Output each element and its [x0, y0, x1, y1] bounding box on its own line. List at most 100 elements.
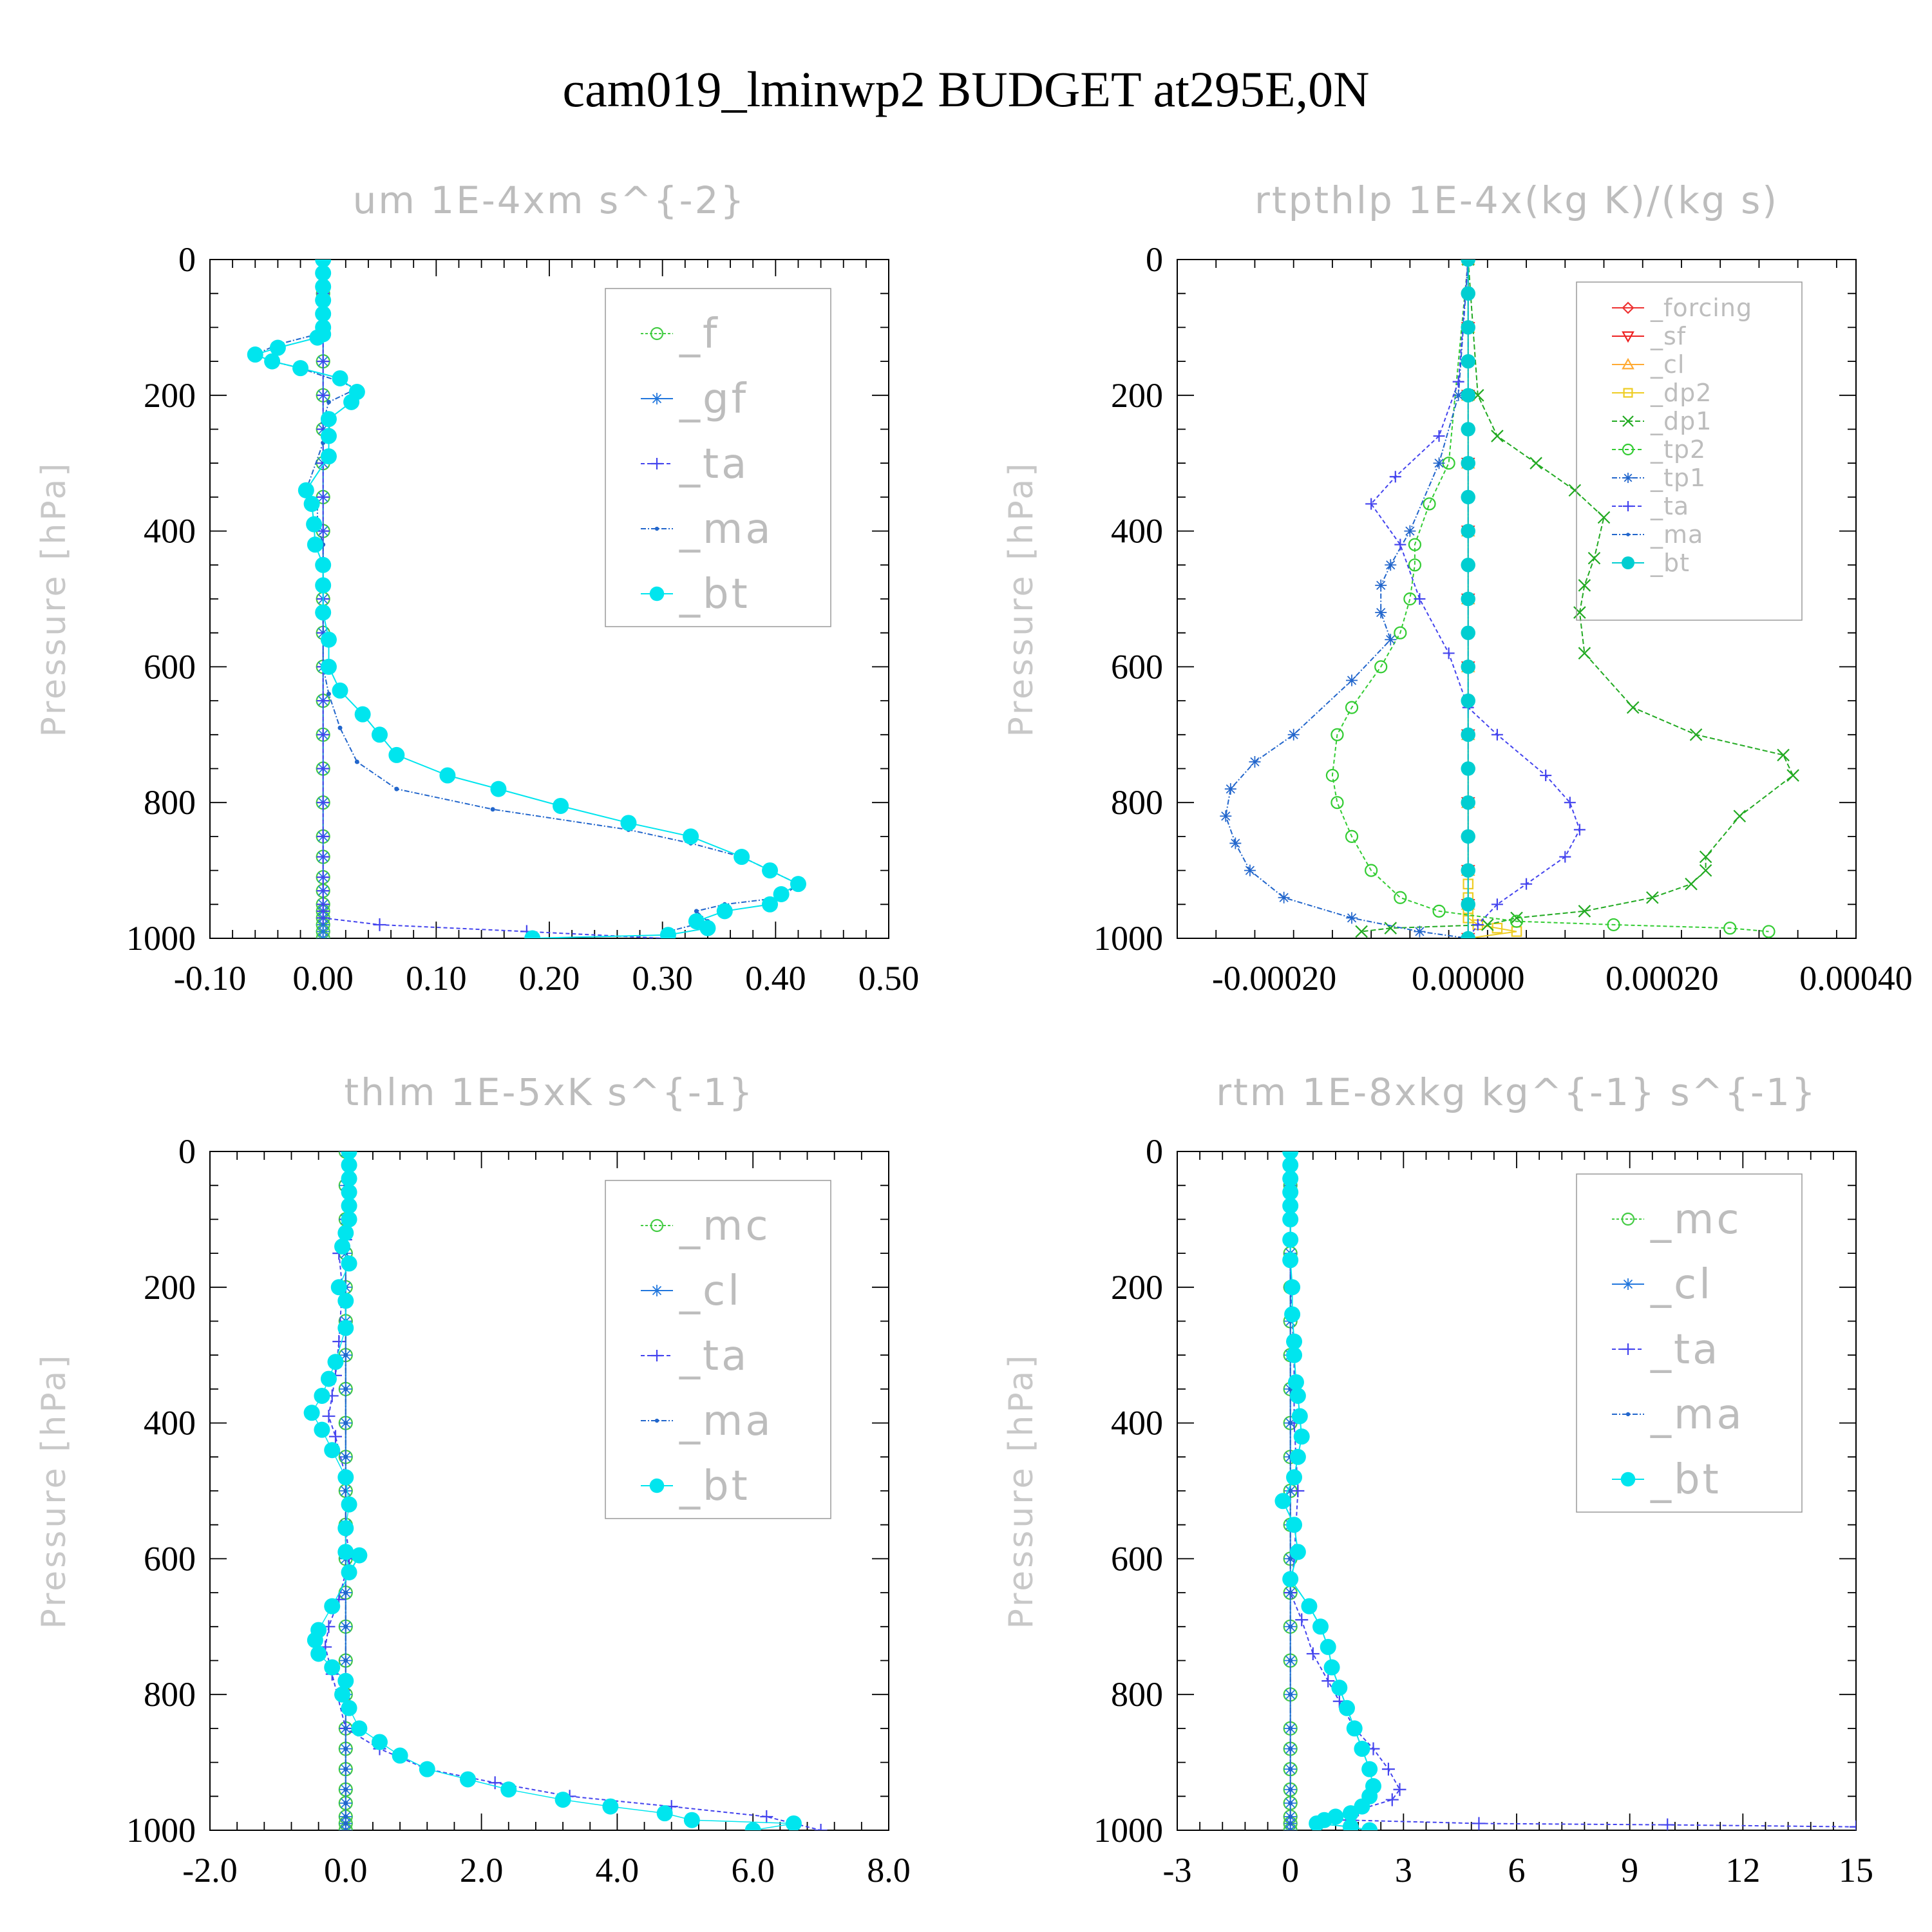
legend-marker [1622, 1278, 1634, 1290]
legend-marker [654, 526, 659, 531]
data-point [1384, 922, 1397, 934]
data-point [310, 1645, 327, 1662]
legend-label: _ma [679, 506, 773, 553]
series-bt [303, 1151, 802, 1830]
data-point [1306, 1647, 1320, 1660]
data-point [1461, 625, 1475, 640]
data-point [814, 1824, 828, 1830]
legend-marker [1622, 443, 1634, 456]
data-point [490, 781, 507, 797]
data-point [343, 1787, 348, 1792]
data-point [694, 909, 699, 914]
chart-panel-3: thlm 1E-5xK s^{-1} Pressure [hPa] 0 200 400 6… [35, 1070, 911, 1889]
data-point [1339, 1700, 1355, 1716]
x-tick-label: 0.00 [292, 959, 354, 998]
data-point [303, 495, 320, 512]
data-point [392, 1747, 408, 1764]
data-point [343, 1747, 348, 1752]
data-point [1288, 1814, 1293, 1819]
data-point [327, 1354, 344, 1370]
data-point [1510, 911, 1523, 925]
data-point [1491, 898, 1503, 911]
chart-title: thlm 1E-5xK s^{-1} [344, 1070, 754, 1114]
data-point [1723, 922, 1737, 935]
legend-box [605, 1180, 831, 1519]
data-point [337, 1469, 354, 1486]
data-point [1443, 647, 1455, 659]
data-point [394, 786, 399, 791]
data-point [322, 1410, 336, 1423]
series-layer [303, 1151, 828, 1830]
data-point [343, 1801, 348, 1806]
x-tick-label: -3 [1163, 1851, 1192, 1889]
data-point [1249, 755, 1261, 768]
data-point [1286, 1347, 1303, 1363]
data-point [354, 706, 371, 723]
data-point [341, 1157, 357, 1173]
chart-panel-2: rtpthlp 1E-4x(kg K)/(kg s) Pressure [hPa]… [1002, 178, 1913, 998]
data-point [332, 370, 348, 386]
data-point [351, 1720, 368, 1737]
data-point [1288, 1658, 1293, 1663]
data-point [341, 1170, 357, 1187]
data-point [1288, 1766, 1293, 1772]
y-tick-label: 800 [144, 783, 196, 822]
data-point [1309, 1815, 1325, 1830]
y-axis-label: Pressure [hPa] [1002, 461, 1041, 737]
legend-marker [649, 586, 665, 601]
data-point [1481, 918, 1494, 931]
data-point [1282, 1197, 1299, 1214]
data-point [1530, 457, 1542, 469]
data-point [1220, 810, 1232, 822]
data-point [1346, 674, 1358, 687]
data-point [1331, 1680, 1348, 1696]
data-point [1461, 795, 1475, 810]
data-point [1301, 1598, 1318, 1615]
data-point [1286, 1517, 1303, 1533]
data-point [351, 1547, 368, 1564]
data-point [1284, 1306, 1301, 1323]
data-point [343, 1828, 348, 1830]
data-point [341, 1211, 357, 1227]
y-tick-label: 1000 [126, 919, 196, 958]
data-point [1786, 769, 1799, 782]
data-point [1492, 922, 1503, 934]
data-point [316, 355, 330, 368]
panels: um 1E-4xm s^{-2}Pressure [hPa]0200400600… [35, 178, 1913, 1889]
legend-marker [1622, 415, 1634, 427]
data-point [315, 604, 332, 621]
data-point [439, 767, 456, 784]
data-point [1461, 524, 1475, 538]
data-point [1288, 1488, 1293, 1493]
legend-marker [1622, 357, 1634, 370]
data-point [341, 1700, 357, 1716]
legend-label: _gf [679, 375, 748, 423]
legend: _mc _cl _ta _ma _bt [1576, 1173, 1803, 1513]
series-bt [247, 260, 806, 938]
data-point [316, 728, 330, 741]
y-tick-label: 200 [144, 376, 196, 415]
data-point [790, 876, 806, 893]
data-point [762, 862, 779, 879]
data-point [659, 927, 676, 938]
series-line [1331, 260, 1769, 933]
data-point [488, 1776, 502, 1790]
data-point [1284, 1279, 1301, 1296]
legend-marker [651, 458, 663, 469]
data-point [1510, 914, 1524, 928]
data-point [320, 411, 337, 428]
data-point [524, 930, 541, 938]
x-tick-label: 0.00000 [1412, 959, 1525, 998]
data-point [337, 725, 343, 730]
data-point [1461, 659, 1475, 674]
legend: _mc _cl _ta _ma _bt [605, 1180, 831, 1519]
data-point [1295, 1613, 1309, 1627]
data-point [1288, 1624, 1293, 1629]
data-point [1325, 768, 1340, 782]
data-point [354, 759, 359, 764]
x-tick-label: 0.00020 [1605, 959, 1719, 998]
data-point [326, 399, 331, 404]
legend: _forcing_sf_cl_dp2_dp1_tp2_tp1_ta_ma_bt [1576, 281, 1803, 621]
series-layer [247, 260, 806, 938]
data-point [1312, 1618, 1329, 1635]
